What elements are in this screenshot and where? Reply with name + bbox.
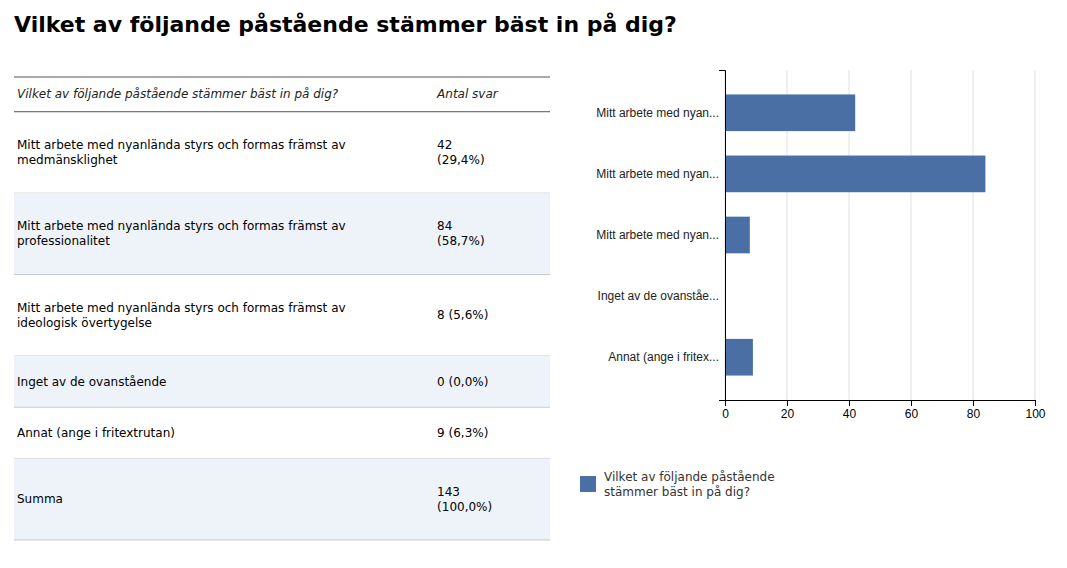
legend-label: Vilket av följande påståendestämmer bäst… bbox=[604, 469, 775, 498]
bar bbox=[725, 156, 985, 193]
title: Vilket av följande påstående stämmer bäs… bbox=[14, 12, 677, 37]
table-rule bbox=[14, 274, 550, 275]
text-line: Mitt arbete med nyanlända styrs och form… bbox=[17, 300, 346, 314]
grid-line bbox=[911, 70, 912, 400]
tick-label: 60 bbox=[905, 407, 919, 421]
text-line: Inget av de ovanstående bbox=[17, 374, 166, 388]
text-line: professionalitet bbox=[17, 234, 110, 248]
table-rule bbox=[14, 111, 550, 112]
tick: Annat (ange i fritex... bbox=[608, 350, 719, 364]
table: Vilket av följande påstående stämmer bäs… bbox=[14, 77, 550, 540]
bar bbox=[725, 217, 750, 254]
table-cell: Annat (ange i fritextrutan) bbox=[17, 425, 175, 439]
tick-mark bbox=[973, 400, 974, 406]
tick-mark bbox=[1035, 400, 1036, 406]
tick-label: 100 bbox=[1025, 407, 1045, 421]
table-header: Antal svar bbox=[436, 87, 499, 101]
plot: 020406080100Mitt arbete med nyan...Mitt … bbox=[596, 70, 1046, 421]
text-line: Summa bbox=[17, 492, 63, 506]
y-axis: Mitt arbete med nyan... Mitt arbete med n… bbox=[596, 71, 725, 401]
text-line: Mitt arbete med nyanlända styrs och form… bbox=[17, 219, 346, 233]
table-cell: Mitt arbete med nyanlända styrs och form… bbox=[17, 219, 346, 248]
text-line: 84 bbox=[437, 219, 452, 233]
tick: Inget av de ovanståe... bbox=[598, 289, 719, 303]
tick: Mitt arbete med nyan... bbox=[596, 106, 719, 120]
table-cell: Mitt arbete med nyanlända styrs och form… bbox=[17, 300, 346, 329]
tick-label: 20 bbox=[781, 407, 795, 421]
text-line: ideologisk övertygelse bbox=[17, 315, 152, 329]
table-header: Vilket av följande påstående stämmer bäs… bbox=[17, 87, 339, 101]
tick-label: Mitt arbete med nyan... bbox=[596, 106, 719, 120]
text-line: medmänsklighet bbox=[17, 152, 118, 166]
tick-label: Inget av de ovanståe... bbox=[598, 289, 719, 303]
x-axis: 0 20 40 60 80 100 bbox=[722, 400, 1046, 421]
tick-mark bbox=[787, 400, 788, 406]
text-line: (100,0%) bbox=[437, 499, 492, 513]
table-row-bg bbox=[14, 459, 550, 540]
tick-label: Mitt arbete med nyan... bbox=[596, 167, 719, 181]
text-line: 9 (6,3%) bbox=[437, 425, 488, 439]
grid-line bbox=[973, 70, 974, 400]
text-line: 8 (5,6%) bbox=[437, 308, 488, 322]
tick-mark bbox=[911, 400, 912, 406]
chart: Vilket av följande påstående stämmer bäs… bbox=[0, 0, 1067, 568]
table-cell: 9 (6,3%) bbox=[437, 425, 488, 439]
tick-label: 40 bbox=[843, 407, 857, 421]
text-line: 42 bbox=[437, 137, 452, 151]
tick-label: Annat (ange i fritex... bbox=[608, 350, 719, 364]
table-cell: Mitt arbete med nyanlända styrs och form… bbox=[17, 137, 346, 166]
table-rule bbox=[14, 540, 550, 541]
axis-line bbox=[726, 401, 1036, 407]
text-line: (29,4%) bbox=[437, 152, 484, 166]
text-line: stämmer bäst in på dig? bbox=[604, 484, 750, 498]
axis-line bbox=[719, 71, 726, 401]
legend-item: Vilket av följande påståendestämmer bäst… bbox=[580, 469, 775, 498]
text-line: Mitt arbete med nyanlända styrs och form… bbox=[17, 137, 346, 151]
tick-mark bbox=[849, 400, 850, 406]
tick-label: 80 bbox=[967, 407, 981, 421]
tick: Mitt arbete med nyan... bbox=[596, 167, 719, 181]
tick: 100 bbox=[1025, 400, 1045, 421]
tick: 0 bbox=[722, 400, 729, 421]
tick-label: Mitt arbete med nyan... bbox=[596, 228, 719, 242]
table-cell: Summa bbox=[17, 492, 63, 506]
legend: Vilket av följande påståendestämmer bäst… bbox=[580, 469, 775, 498]
text-line: 143 bbox=[437, 484, 460, 498]
table-row-bg bbox=[14, 193, 550, 274]
table-cell: Inget av de ovanstående bbox=[17, 374, 166, 388]
tick: 40 bbox=[843, 400, 857, 421]
table-cell: 8 (5,6%) bbox=[437, 308, 488, 322]
tick: 20 bbox=[781, 400, 795, 421]
text-line: 0 (0,0%) bbox=[437, 374, 488, 388]
bar bbox=[725, 94, 855, 131]
table-rule bbox=[14, 77, 550, 78]
bar bbox=[725, 339, 753, 376]
grid bbox=[725, 70, 1035, 400]
bars bbox=[725, 94, 985, 375]
tick: 80 bbox=[967, 400, 981, 421]
tick: 60 bbox=[905, 400, 919, 421]
grid-line bbox=[1035, 70, 1036, 400]
text-line: (58,7%) bbox=[437, 234, 484, 248]
table-cell: 84(58,7%) bbox=[437, 219, 484, 248]
text-line: Vilket av följande påstående bbox=[604, 469, 775, 483]
text-line: Annat (ange i fritextrutan) bbox=[17, 425, 175, 439]
tick-label: 0 bbox=[722, 407, 729, 421]
table-cell: 42(29,4%) bbox=[437, 137, 484, 166]
table-cell: 0 (0,0%) bbox=[437, 374, 488, 388]
tick: Mitt arbete med nyan... bbox=[596, 228, 719, 242]
legend-swatch bbox=[580, 476, 596, 492]
table-cell: 143(100,0%) bbox=[437, 484, 492, 513]
table-rule bbox=[14, 407, 550, 408]
table-row-bg bbox=[14, 356, 550, 407]
